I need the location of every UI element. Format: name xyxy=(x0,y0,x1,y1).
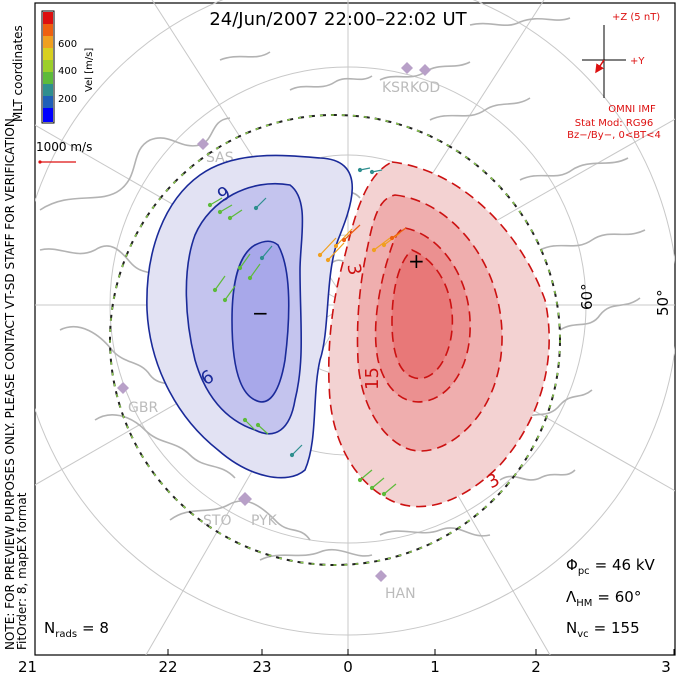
lat-label-50: 50° xyxy=(654,289,672,316)
scale-label: 1000 m/s xyxy=(36,140,92,154)
coastlines xyxy=(39,17,646,561)
min-potential-marker: − xyxy=(252,301,269,325)
imf-omni-label: OMNI IMF xyxy=(608,104,656,115)
cross-polar-potential: Φpc = 46 kV xyxy=(566,556,656,577)
colorbar-label: Vel [m/s] xyxy=(84,48,95,92)
station-label-gbr: GBR xyxy=(128,400,158,416)
lat-label-60: 60° xyxy=(578,283,596,310)
station-label-pyk: PYK xyxy=(251,513,278,529)
hm-latitude: ΛHM = 60° xyxy=(566,588,641,609)
plot-title: 24/Jun/2007 22:00–22:02 UT xyxy=(209,9,467,30)
imf-dial xyxy=(582,25,626,98)
station-label-kod: KOD xyxy=(410,80,440,96)
stats-block: Φpc = 46 kV ΛHM = 60° Nvc = 155 Nrads = 8 xyxy=(44,556,656,640)
station-label-han: HAN xyxy=(385,586,416,602)
mlt-axis: 21 22 23 0 1 2 3 xyxy=(18,658,671,674)
colorbar-ticks: 600 400 200 xyxy=(58,39,77,105)
fit-order-note: FitOrder: 8, mapEX format xyxy=(15,492,29,650)
mlt-tick-1: 1 xyxy=(430,658,440,674)
vector-count: Nvc = 155 xyxy=(566,619,640,640)
mlt-tick-21: 21 xyxy=(18,658,37,674)
preview-note: NOTE: FOR PREVIEW PURPOSES ONLY. PLEASE … xyxy=(3,114,17,650)
station-label-ksr: KSR xyxy=(382,80,410,96)
imf-labels: +Z (5 nT) +Y OMNI IMF Stat Mod: RG96 Bz−… xyxy=(567,12,661,141)
imf-bz-by-label: Bz−/By−, 0<BT<4 xyxy=(567,130,661,141)
max-potential-marker: + xyxy=(408,249,425,273)
station-label-sto: STO xyxy=(203,513,231,529)
contour-label-pos-2: 15 xyxy=(362,367,383,390)
scale-vector-origin xyxy=(38,160,42,164)
svg-text:600: 600 xyxy=(58,39,77,50)
imf-z-label: +Z (5 nT) xyxy=(612,12,660,23)
mlt-tick-2: 2 xyxy=(531,658,541,674)
hm-boundary-overlay xyxy=(109,114,561,566)
positive-potential-cell xyxy=(327,161,550,508)
mlt-tick-0: 0 xyxy=(343,658,353,674)
mlt-tick-marks xyxy=(34,649,675,655)
mlt-tick-22: 22 xyxy=(158,658,177,674)
imf-y-label: +Y xyxy=(630,56,645,67)
station-labels: KSR KOD SAS GBR STO PYK HAN xyxy=(128,80,440,602)
radar-count: Nrads = 8 xyxy=(44,619,109,640)
svg-text:400: 400 xyxy=(58,66,77,77)
velocity-colorbar xyxy=(41,10,55,124)
mlt-tick-23: 23 xyxy=(252,658,271,674)
plot-frame xyxy=(34,2,676,656)
contour-label-pos-3: 3 xyxy=(483,469,503,493)
velocity-vectors xyxy=(207,167,407,497)
imf-vector xyxy=(595,59,605,74)
mlt-tick-3: 3 xyxy=(661,658,671,674)
imf-stat-mod-label: Stat Mod: RG96 xyxy=(575,118,654,129)
svg-text:200: 200 xyxy=(58,94,77,105)
coordinate-label: MLT coordinates xyxy=(11,25,25,122)
negative-potential-cell xyxy=(146,154,354,479)
contour-label-pos-1: 3 xyxy=(342,262,365,277)
station-markers xyxy=(117,62,431,582)
